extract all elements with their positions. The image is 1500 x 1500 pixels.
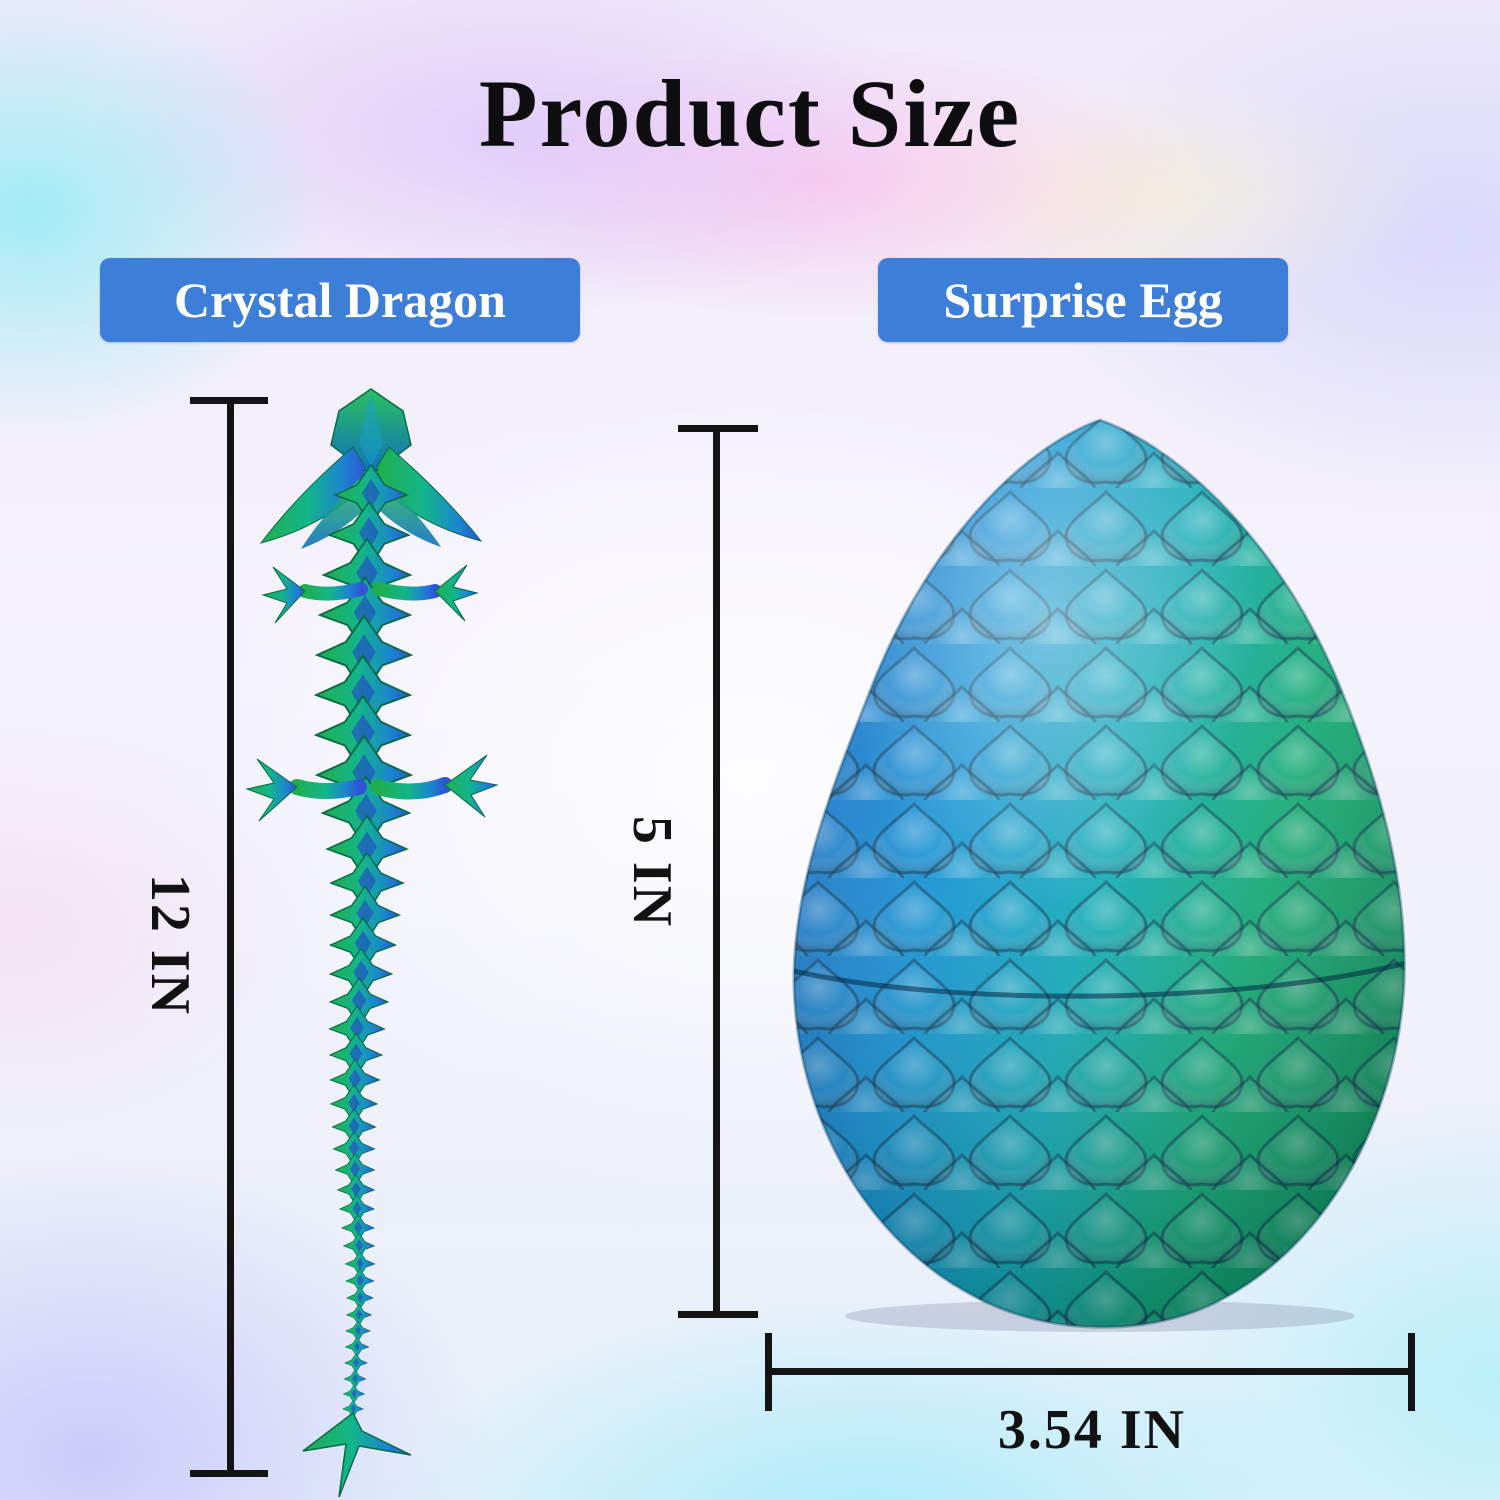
dragon-height-value: 12 IN <box>139 873 201 1017</box>
dragon-height-dimension-line <box>227 397 234 1477</box>
egg-seam <box>793 959 1405 999</box>
crystal-dragon-illustration <box>245 388 499 1498</box>
dragon-height-bottom-cap <box>190 1470 268 1477</box>
egg-label-text: Surprise Egg <box>943 272 1223 328</box>
egg-width-right-cap <box>1408 1333 1415 1411</box>
egg-label-badge: Surprise Egg <box>878 258 1288 342</box>
dragon-tail-fin <box>302 1411 412 1498</box>
egg-width-left-cap <box>765 1333 772 1411</box>
egg-height-top-cap <box>678 425 758 432</box>
dragon-rear-legs <box>245 754 499 822</box>
egg-height-value: 5 IN <box>621 815 683 929</box>
dragon-height-top-cap <box>190 397 268 404</box>
egg-width-dimension-line <box>765 1368 1415 1375</box>
dragon-egg-illustration <box>792 418 1406 1332</box>
egg-width-value: 3.54 IN <box>997 1399 1187 1461</box>
egg-height-bottom-cap <box>678 1311 758 1318</box>
dragon-label-badge: Crystal Dragon <box>100 258 580 342</box>
egg-height-dimension-line <box>713 425 720 1318</box>
page-title: Product Size <box>478 60 1022 167</box>
dragon-front-legs <box>261 564 479 624</box>
dragon-label-text: Crystal Dragon <box>174 272 506 328</box>
